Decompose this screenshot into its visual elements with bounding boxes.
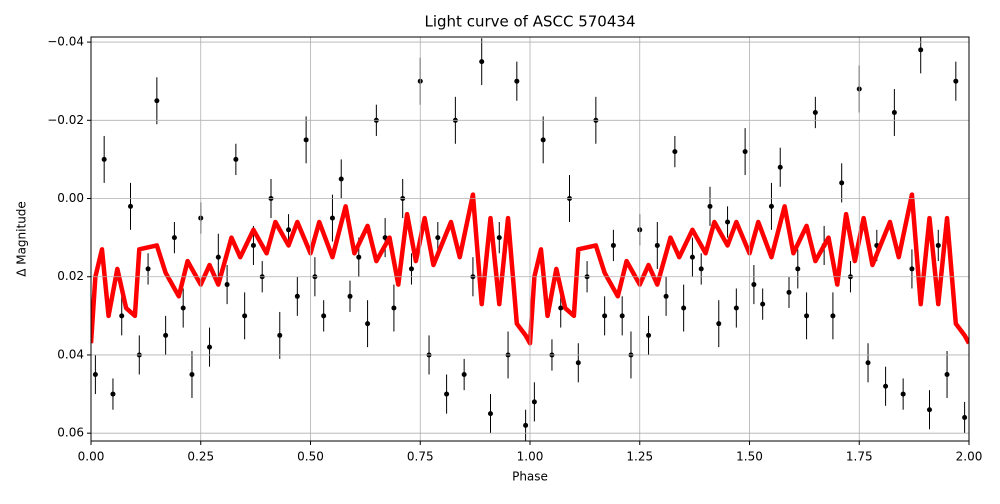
data-point xyxy=(286,227,292,233)
data-point xyxy=(926,407,932,413)
data-point xyxy=(944,372,950,378)
data-point xyxy=(654,242,660,248)
data-point xyxy=(795,266,801,272)
x-axis-label: Phase xyxy=(512,470,548,484)
data-point xyxy=(233,156,239,162)
y-tick-label: 0.02 xyxy=(57,269,84,283)
data-point xyxy=(119,313,125,319)
data-point xyxy=(804,313,810,319)
data-point xyxy=(646,332,652,338)
data-point xyxy=(329,215,335,221)
data-point xyxy=(496,235,502,241)
data-point xyxy=(154,98,160,104)
x-tick-label: 1.00 xyxy=(517,450,544,464)
data-point xyxy=(777,164,783,170)
x-tick-label: 0.75 xyxy=(407,450,434,464)
data-point xyxy=(558,305,564,311)
data-point xyxy=(444,391,450,397)
data-point xyxy=(619,313,625,319)
data-point xyxy=(180,305,186,311)
data-point xyxy=(145,266,151,272)
data-point xyxy=(347,293,353,299)
data-point xyxy=(356,254,362,260)
data-point xyxy=(523,422,529,428)
data-point xyxy=(918,47,924,53)
y-tick-label: −0.04 xyxy=(47,35,84,49)
data-point xyxy=(672,149,678,155)
data-point xyxy=(830,313,836,319)
data-point xyxy=(303,137,309,143)
data-point xyxy=(215,254,221,260)
x-tick-label: 0.25 xyxy=(187,450,214,464)
data-point xyxy=(171,235,177,241)
data-point xyxy=(900,391,906,397)
y-tick-label: 0.04 xyxy=(57,347,84,361)
data-point xyxy=(865,360,871,366)
data-point xyxy=(163,332,169,338)
data-point xyxy=(768,203,774,209)
data-point xyxy=(461,372,467,378)
data-point xyxy=(101,156,107,162)
data-point xyxy=(277,332,283,338)
data-point xyxy=(575,360,581,366)
y-axis-label: Δ Magnitude xyxy=(15,201,29,277)
y-tick-label: 0.00 xyxy=(57,191,84,205)
data-point xyxy=(716,321,722,327)
x-tick-label: 0.00 xyxy=(78,450,105,464)
data-point xyxy=(751,282,757,288)
x-tick-label: 0.50 xyxy=(297,450,324,464)
data-point xyxy=(110,391,116,397)
x-tick-label: 1.75 xyxy=(846,450,873,464)
data-point xyxy=(294,293,300,299)
data-point xyxy=(681,305,687,311)
data-point xyxy=(812,109,818,115)
data-point xyxy=(663,293,669,299)
data-point xyxy=(435,235,441,241)
data-point xyxy=(391,305,397,311)
data-point xyxy=(128,203,134,209)
data-point xyxy=(92,372,98,378)
data-point xyxy=(733,305,739,311)
x-tick-label: 2.00 xyxy=(956,450,983,464)
data-point xyxy=(689,254,695,260)
data-point xyxy=(883,383,889,389)
chart-title: Light curve of ASCC 570434 xyxy=(425,13,636,31)
plot-frame xyxy=(90,36,970,442)
data-point xyxy=(531,399,537,405)
y-tick-label: −0.02 xyxy=(47,113,84,127)
data-point xyxy=(935,242,941,248)
data-point xyxy=(224,282,230,288)
data-point xyxy=(338,176,344,182)
data-point xyxy=(891,109,897,115)
data-point xyxy=(760,301,766,307)
data-point xyxy=(698,266,704,272)
data-point xyxy=(540,137,546,143)
data-point xyxy=(909,266,915,272)
data-point xyxy=(742,149,748,155)
data-point xyxy=(707,203,713,209)
data-point xyxy=(953,78,959,84)
x-tick-label: 1.50 xyxy=(736,450,763,464)
plot-area xyxy=(91,37,969,441)
x-tick-label: 1.25 xyxy=(626,450,653,464)
data-point xyxy=(610,242,616,248)
data-point xyxy=(487,411,493,417)
data-point xyxy=(408,266,414,272)
data-point xyxy=(962,415,968,421)
data-point xyxy=(839,180,845,186)
data-point xyxy=(365,321,371,327)
y-tick-label: 0.06 xyxy=(57,426,84,440)
data-point xyxy=(242,313,248,319)
data-point xyxy=(725,219,731,225)
data-point xyxy=(514,78,520,84)
data-point xyxy=(786,289,792,295)
data-point xyxy=(189,372,195,378)
data-point xyxy=(321,313,327,319)
data-point xyxy=(602,313,608,319)
data-point xyxy=(479,59,485,65)
data-point xyxy=(207,344,213,350)
data-point xyxy=(250,242,256,248)
